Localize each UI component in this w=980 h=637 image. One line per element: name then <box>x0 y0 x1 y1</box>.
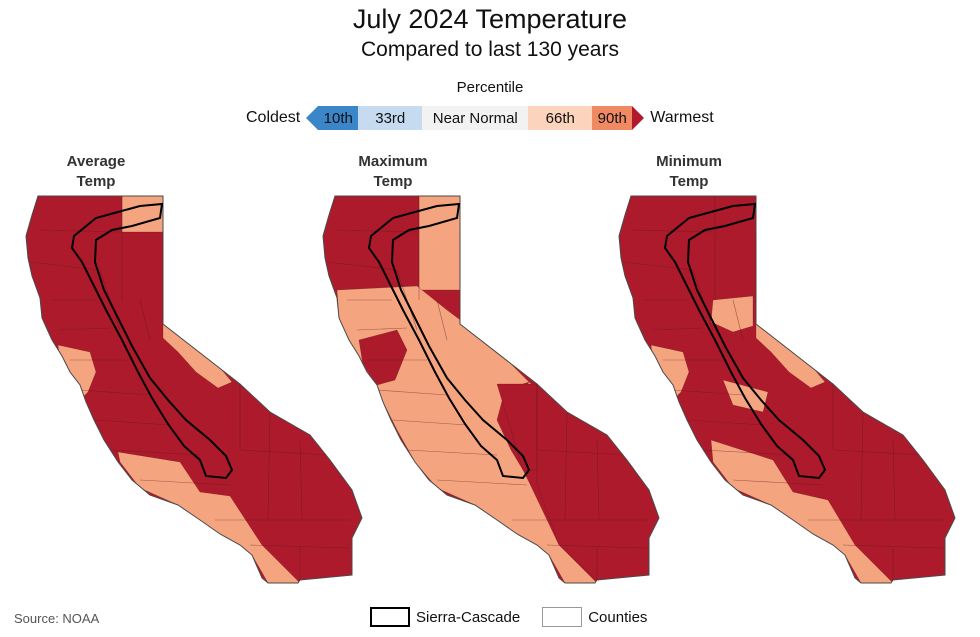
map-title-maximum: Maximum Temp <box>318 152 468 192</box>
chart-title: July 2024 Temperature <box>352 4 628 34</box>
legend-title: Percentile <box>456 79 524 96</box>
map-title-minimum-line2: Temp <box>669 173 709 190</box>
map-minimum-temp <box>618 195 956 584</box>
legend-right-label: Warmest <box>650 109 714 126</box>
counties-label: Counties <box>588 608 648 626</box>
sierra-cascade-label: Sierra-Cascade <box>416 608 521 626</box>
sierra-cascade-swatch <box>370 607 410 627</box>
map-title-average-line1: Average <box>66 153 126 170</box>
legend-bin-near-normal: Near Normal <box>422 106 529 130</box>
outline-legend: Sierra-Cascade Counties <box>370 607 647 627</box>
legend-left-label: Coldest <box>246 109 301 126</box>
legend-cold-arrow <box>306 106 319 130</box>
map-title-average-line2: Temp <box>76 173 116 190</box>
map-average-temp <box>25 195 363 584</box>
legend-bin-90th: 90th <box>592 106 633 130</box>
map-title-minimum-line1: Minimum <box>656 153 722 170</box>
legend-bin-66th: 66th <box>528 106 593 130</box>
legend-bin-10th: 10th <box>318 106 359 130</box>
source-note: Source: NOAA <box>14 611 100 626</box>
region-inyo-warm <box>496 383 538 471</box>
legend-warm-arrow <box>632 106 645 130</box>
legend-bin-33rd: 33rd <box>358 106 423 130</box>
above-normal-regions <box>57 196 301 583</box>
chart-subtitle: Compared to last 130 years <box>361 38 619 61</box>
map-title-maximum-line2: Temp <box>373 173 413 190</box>
map-title-maximum-line1: Maximum <box>358 153 428 170</box>
region-central-sierra <box>722 379 769 413</box>
counties-swatch <box>542 607 583 627</box>
map-title-minimum: Minimum Temp <box>614 152 764 192</box>
percentile-legend: Coldest 10th 33rd Near Normal 66th 90th … <box>246 106 714 130</box>
map-maximum-temp <box>322 195 660 584</box>
map-title-average: Average Temp <box>21 152 171 192</box>
